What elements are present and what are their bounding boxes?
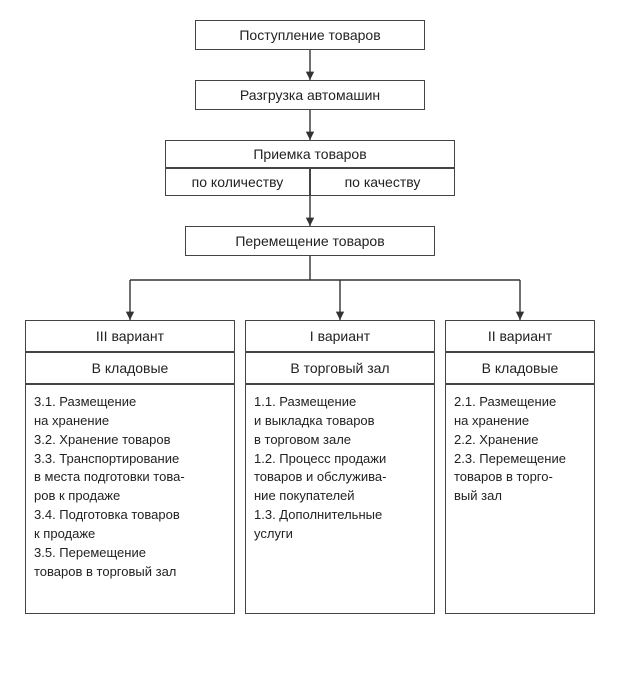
variant1-title: I вариант [245, 320, 435, 352]
variant3-title: III вариант [25, 320, 235, 352]
node-postuplenie: Поступление товаров [195, 20, 425, 50]
variant3-subtitle: В кладовые [25, 352, 235, 384]
node-priemka-quality: по качеству [310, 168, 455, 196]
variant1-body: 1.1. Размещениеи выкладка товаровв торго… [245, 384, 435, 614]
variant1-subtitle: В торговый зал [245, 352, 435, 384]
flowchart-diagram: Поступление товаров Разгрузка автомашин … [10, 20, 608, 680]
node-peremeshchenie: Перемещение товаров [185, 226, 435, 256]
node-razgruzka: Разгрузка автомашин [195, 80, 425, 110]
node-priemka-title: Приемка товаров [165, 140, 455, 168]
variant2-title: II вариант [445, 320, 595, 352]
node-priemka-qty: по количеству [165, 168, 310, 196]
variant2-body: 2.1. Размещениена хранение2.2. Хранение2… [445, 384, 595, 614]
variant2-subtitle: В кладовые [445, 352, 595, 384]
variant3-body: 3.1. Размещениена хранение3.2. Хранение … [25, 384, 235, 614]
